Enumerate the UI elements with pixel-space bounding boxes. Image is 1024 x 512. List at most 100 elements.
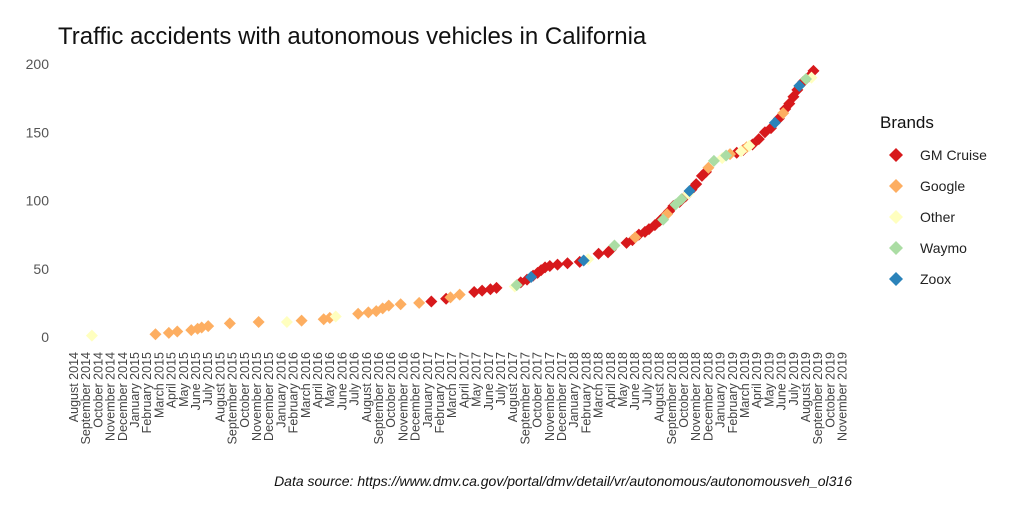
x-tick-label: May 2015 [177,352,191,407]
data-point [525,270,538,283]
x-tick-label: January 2016 [274,352,288,428]
data-point [752,133,765,146]
x-tick-label: December 2017 [555,352,569,441]
x-tick-label: June 2016 [335,352,349,410]
x-tick-label: October 2016 [384,352,398,428]
legend-swatch [889,272,903,286]
legend-swatch [889,179,903,193]
x-tick-label: December 2016 [409,352,423,441]
x-tick-label: March 2017 [445,352,459,418]
data-point [657,213,670,226]
x-tick-label: March 2015 [152,352,166,418]
x-tick-label: July 2015 [201,352,215,406]
x-tick-label: January 2017 [421,352,435,428]
data-point [202,320,215,333]
data-point [171,325,184,338]
x-tick-label: September 2016 [372,352,386,444]
data-point [444,291,457,304]
x-tick-label: May 2016 [323,352,337,407]
legend-swatch [889,148,903,162]
x-tick-label: September 2015 [226,352,240,444]
data-point [683,184,696,197]
x-tick-label: January 2015 [128,352,142,428]
x-tick-label: July 2016 [348,352,362,406]
legend-label: Other [920,209,955,225]
x-tick-label: August 2015 [213,352,227,422]
y-tick-label: 0 [41,329,49,345]
legend-label: GM Cruise [920,147,987,163]
x-tick-label: April 2018 [604,352,618,408]
data-point [453,288,466,301]
data-point [800,73,812,86]
data-point [510,279,523,292]
x-tick-label: August 2017 [506,352,520,422]
data-point [707,154,720,167]
legend: Brands GM Cruise Google Other Waymo Zoox [880,113,987,287]
x-tick-label: February 2019 [726,352,740,433]
data-point [468,285,481,298]
x-tick-label: November 2018 [689,352,703,441]
x-tick-label: November 2019 [836,352,850,441]
x-tick-label: June 2015 [189,352,203,410]
x-tick-label: February 2015 [140,352,154,433]
x-tick-label: August 2014 [67,352,81,422]
data-points [85,64,820,342]
data-point [394,298,407,311]
data-point [149,328,162,341]
y-tick-label: 150 [26,124,50,140]
data-point [413,296,426,309]
data-point [295,314,308,327]
x-tick-label: June 2019 [775,352,789,410]
data-point [743,139,756,152]
data-point [329,310,342,323]
y-axis: 0 50 100 150 200 [26,56,50,345]
x-tick-label: July 2018 [640,352,654,406]
legend-label: Google [920,178,965,194]
legend-swatch [889,241,903,255]
data-point [577,254,590,267]
data-point [382,299,395,312]
data-point [592,247,605,260]
x-tick-label: October 2017 [531,352,545,428]
x-tick-label: April 2019 [750,352,764,408]
x-tick-label: December 2014 [116,352,130,441]
data-point [702,161,715,174]
data-point [280,315,293,328]
x-tick-label: May 2019 [762,352,776,407]
x-tick-label: November 2017 [543,352,557,441]
data-point [476,284,489,297]
x-tick-label: December 2015 [262,352,276,441]
x-tick-label: December 2018 [701,352,715,441]
x-tick-label: October 2014 [91,352,105,428]
x-tick-label: October 2018 [677,352,691,428]
data-point [543,260,556,273]
x-tick-label: August 2016 [360,352,374,422]
data-point [223,317,236,330]
chart-title: Traffic accidents with autonomous vehicl… [58,23,647,50]
x-tick-label: July 2019 [787,352,801,406]
x-tick-label: May 2017 [470,352,484,407]
x-tick-label: January 2019 [714,352,728,428]
data-point [690,178,703,191]
x-tick-label: September 2017 [518,352,532,444]
data-point [561,257,574,270]
data-point [629,231,642,244]
legend-label: Waymo [920,240,967,256]
x-tick-label: January 2018 [567,352,581,428]
data-point [362,306,375,319]
x-tick-label: October 2015 [238,352,252,428]
x-tick-label: September 2019 [811,352,825,444]
x-tick-label: May 2018 [616,352,630,407]
data-point [793,79,806,92]
data-source-caption: Data source: https://www.dmv.ca.gov/port… [274,473,852,489]
data-point [735,145,748,158]
x-tick-label: July 2017 [494,352,508,406]
legend-title: Brands [880,113,934,132]
data-point [162,326,175,339]
x-tick-label: March 2018 [592,352,606,418]
x-tick-label: October 2019 [823,352,837,428]
data-point [551,258,564,271]
y-tick-label: 100 [26,193,50,209]
